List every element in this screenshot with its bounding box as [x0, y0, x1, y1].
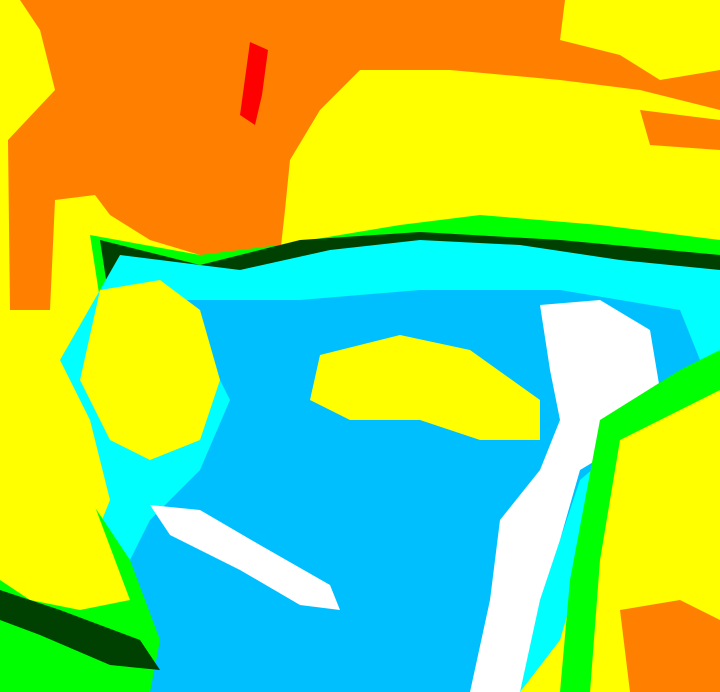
- white-streak-southwest: [150, 505, 340, 610]
- yellow-blob-center: [310, 335, 540, 440]
- orange-region-north: [8, 0, 720, 310]
- orange-patch-east: [640, 110, 720, 150]
- dark-green-band-southwest: [0, 590, 160, 670]
- red-core: [240, 42, 268, 125]
- white-region-east: [470, 300, 660, 692]
- yellow-region-southwest: [0, 420, 130, 610]
- orange-patch-southeast: [620, 600, 720, 692]
- yellow-blob-west: [80, 280, 220, 460]
- light-blue-region: [110, 290, 700, 692]
